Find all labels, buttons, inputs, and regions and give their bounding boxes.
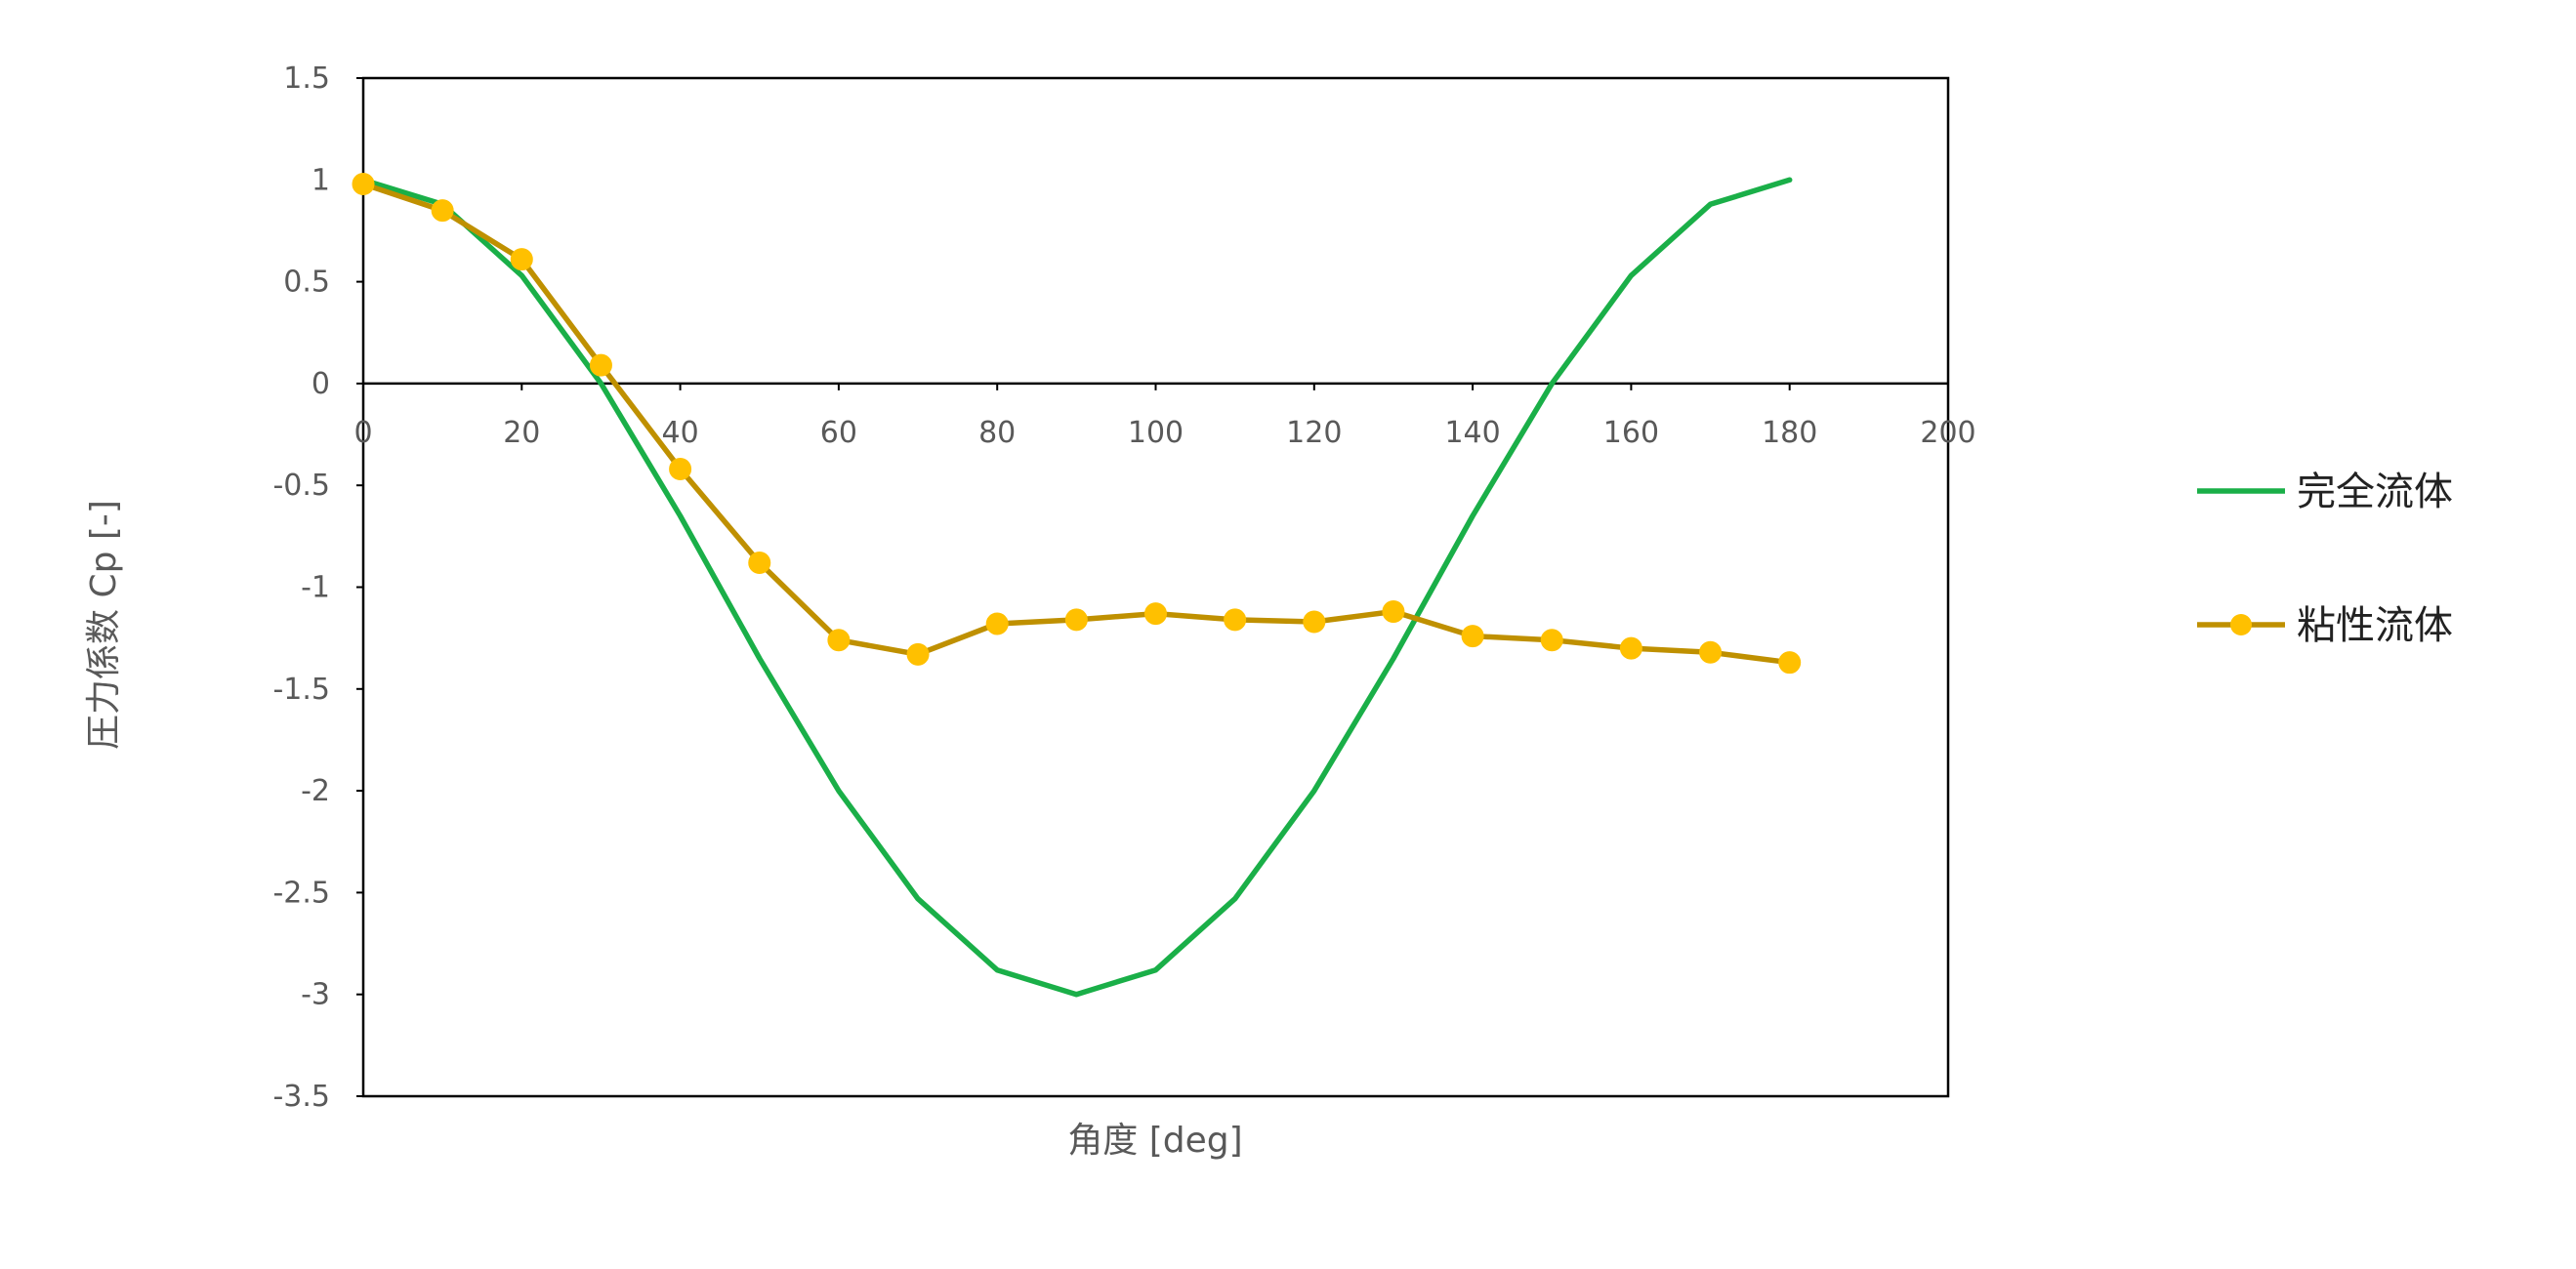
data-point — [827, 629, 851, 652]
x-tick-label: 200 — [1920, 416, 1975, 450]
legend-entry-1: 完全流体 — [2197, 470, 2453, 514]
data-point — [1619, 636, 1642, 660]
data-point — [1382, 600, 1405, 624]
data-point — [1778, 651, 1802, 675]
data-point — [589, 353, 612, 377]
x-tick-label: 180 — [1762, 416, 1817, 450]
x-tick-label: 120 — [1286, 416, 1342, 450]
y-tick-label: -1.5 — [272, 673, 330, 707]
data-point — [1144, 602, 1167, 626]
y-tick-label: -1 — [301, 571, 330, 605]
legend-label: 粘性流体 — [2297, 603, 2453, 648]
y-tick-label: 1.5 — [283, 61, 330, 96]
y-tick-label: 1 — [312, 163, 330, 197]
data-point — [669, 458, 692, 481]
x-tick-label: 100 — [1128, 416, 1184, 450]
x-tick-label: 140 — [1444, 416, 1500, 450]
x-axis-title: 角度 [deg] — [1067, 1121, 1242, 1161]
x-tick-label: 20 — [503, 416, 540, 450]
legend-label: 完全流体 — [2297, 470, 2453, 514]
data-point — [431, 199, 454, 223]
y-tick-label: -2 — [301, 774, 330, 808]
legend-swatch-marker — [2230, 614, 2252, 635]
y-tick-label: -2.5 — [272, 876, 330, 910]
x-tick-label: 0 — [353, 416, 372, 450]
y-tick-label: -3 — [301, 978, 330, 1012]
y-axis-title: 圧力係数 Cp [-] — [84, 500, 124, 750]
plot-area: 0 20 40 60 80 100 120 140 160 180 200 1.5 1 0.5 0 -0.5 -… — [272, 61, 1975, 1114]
x-tick-label: 80 — [978, 416, 1016, 450]
x-tick-label: 60 — [820, 416, 857, 450]
data-point — [906, 642, 930, 666]
x-tick-label: 40 — [662, 416, 699, 450]
data-point — [1303, 610, 1326, 634]
x-tick-label: 160 — [1603, 416, 1659, 450]
data-point — [1224, 608, 1247, 632]
data-point — [510, 248, 533, 271]
y-tick-label: 0.5 — [283, 266, 330, 300]
data-point — [985, 612, 1009, 635]
data-point — [1461, 625, 1484, 648]
data-point — [1064, 608, 1088, 632]
y-tick-label: 0 — [312, 367, 330, 401]
data-point — [748, 551, 771, 574]
y-tick-label: -0.5 — [272, 469, 330, 503]
data-point — [1540, 629, 1563, 652]
legend-entry-2: 粘性流体 — [2197, 603, 2453, 648]
data-point — [352, 172, 375, 195]
y-tick-label: -3.5 — [272, 1080, 330, 1114]
series-line-1 — [360, 177, 1793, 998]
data-point — [1699, 640, 1723, 664]
